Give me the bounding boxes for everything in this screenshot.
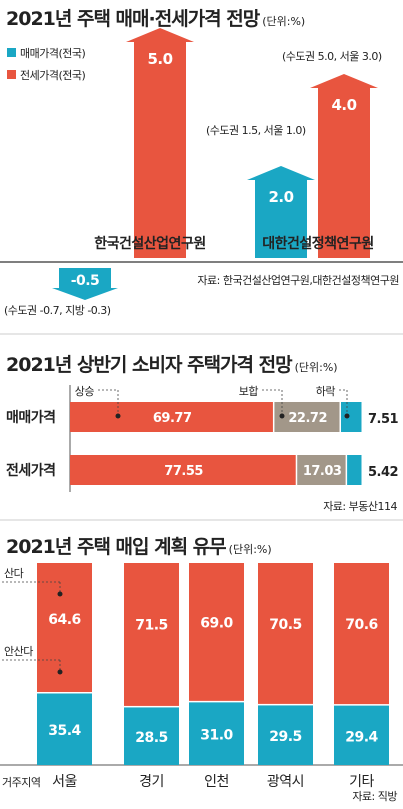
annotation-kcpi-sale: (수도권 1.5, 서울 1.0)	[206, 124, 306, 137]
chart3-unit: (단위:%)	[228, 543, 272, 556]
category-1: 전세가격	[6, 462, 56, 479]
value-nobuy-1: 28.5	[135, 730, 168, 746]
bar-상승-0	[70, 402, 273, 432]
bar-buy-3	[258, 563, 313, 704]
bar-보합-1	[297, 455, 346, 485]
region-axis-label: 거주지역	[2, 776, 40, 789]
value-보합-1: 17.03	[303, 464, 342, 479]
legend2-dot-0	[115, 413, 121, 419]
bar-nobuy-2	[189, 702, 244, 765]
bar-kcir-jeonse	[126, 28, 194, 258]
bar-kcpi-sale	[247, 166, 315, 258]
legend3-buy: 산다	[4, 567, 24, 580]
value-nobuy-4: 29.4	[345, 729, 378, 745]
legend2-1: 보합	[239, 385, 259, 398]
region-3: 광역시	[267, 774, 304, 790]
legend-swatch-sale	[7, 48, 16, 57]
bar-buy-1	[124, 563, 179, 706]
value-nobuy-2: 31.0	[200, 728, 233, 744]
bar-nobuy-4	[334, 705, 389, 765]
annotation-kcpi-jeonse: (수도권 5.0, 서울 3.0)	[282, 50, 382, 63]
chart1-unit: (단위:%)	[262, 15, 306, 28]
legend3-nobuy-dot	[57, 669, 63, 675]
value-buy-1: 71.5	[135, 618, 168, 634]
bar-kcpi-jeonse	[310, 74, 378, 258]
chart1-title: 2021년 주택 매매·전세가격 전망 (단위:%)	[6, 8, 306, 30]
annotation-kcir-sale: (수도권 -0.7, 지방 -0.3)	[4, 304, 111, 317]
value-하락-0: 7.51	[368, 412, 399, 427]
value-보합-0: 22.72	[288, 411, 327, 426]
legend2-2: 하락	[316, 384, 336, 398]
category-kcpi: 대한건설정책연구원	[262, 235, 373, 252]
legend2-0: 상승	[75, 385, 95, 398]
value-nobuy-0: 35.4	[48, 723, 81, 739]
chart3-source: 자료: 직방	[352, 790, 397, 803]
legend3-buy-dot	[57, 591, 63, 597]
category-0: 매매가격	[6, 409, 56, 426]
bar-nobuy-3	[258, 705, 313, 765]
value-하락-1: 5.42	[368, 465, 398, 480]
legend2-dot-1	[279, 413, 285, 419]
value-buy-2: 69.0	[200, 616, 233, 632]
bar-buy-2	[189, 563, 244, 701]
label-kcpi-jeonse: 4.0	[331, 96, 356, 114]
chart2-source: 자료: 부동산114	[323, 500, 397, 513]
region-4: 기타	[349, 774, 374, 790]
chart1-source: 자료: 한국건설산업연구원,대한건설정책연구원	[197, 274, 399, 287]
value-상승-0: 69.77	[153, 411, 192, 426]
region-0: 서울	[52, 774, 77, 790]
bar-상승-1	[70, 455, 296, 485]
chart2-unit: (단위:%)	[294, 361, 338, 374]
legend2-dot-2	[344, 413, 350, 419]
legend3-nobuy: 안산다	[4, 645, 33, 658]
bar-nobuy-1	[124, 707, 179, 765]
label-kcir-sale: -0.5	[71, 273, 100, 289]
value-nobuy-3: 29.5	[269, 729, 302, 745]
region-2: 인천	[204, 774, 229, 790]
chart3-title: 2021년 주택 매입 계획 유무 (단위:%)	[6, 536, 272, 558]
value-buy-3: 70.5	[269, 617, 302, 633]
value-buy-4: 70.6	[345, 617, 378, 633]
bar-하락-1	[347, 455, 362, 485]
label-kcir-jeonse: 5.0	[147, 50, 172, 68]
legend-label-jeonse: 전세가격(전국)	[20, 69, 86, 82]
bar-nobuy-0	[37, 693, 92, 765]
region-1: 경기	[139, 774, 164, 790]
bar-buy-4	[334, 563, 389, 705]
value-buy-0: 64.6	[48, 612, 81, 628]
bar-kcir-sale	[52, 268, 118, 300]
bar-buy-0	[37, 563, 92, 692]
label-kcpi-sale: 2.0	[268, 188, 293, 206]
chart2-title: 2021년 상반기 소비자 주택가격 전망 (단위:%)	[6, 354, 338, 376]
value-상승-1: 77.55	[164, 464, 203, 479]
legend-swatch-jeonse	[7, 70, 16, 79]
legend-label-sale: 매매가격(전국)	[20, 47, 86, 60]
category-kcir: 한국건설산업연구원	[94, 235, 205, 252]
bar-보합-0	[274, 402, 340, 432]
bar-하락-0	[340, 402, 362, 432]
